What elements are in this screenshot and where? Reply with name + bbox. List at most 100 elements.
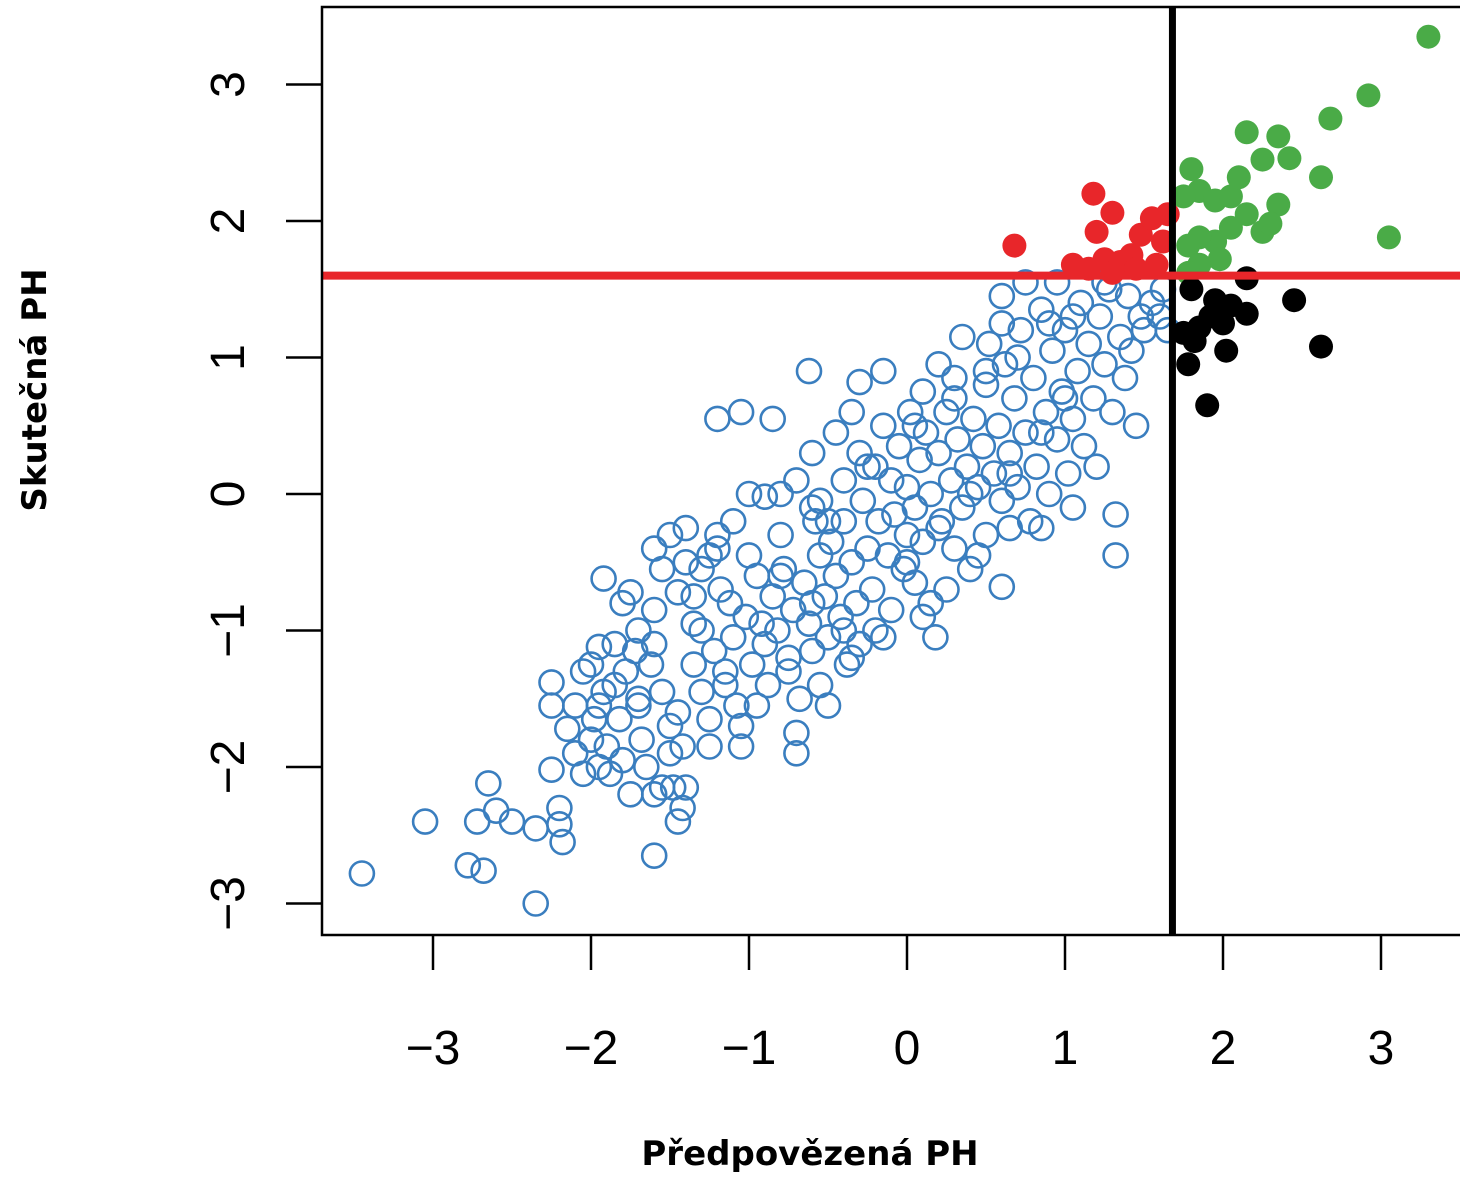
data-point-bulk xyxy=(846,368,873,396)
data-point-bulk xyxy=(802,507,829,535)
data-point-black xyxy=(1214,338,1239,363)
data-point-bulk xyxy=(972,371,1000,399)
data-point-bulk xyxy=(988,487,1016,515)
data-point-bulk xyxy=(944,426,971,453)
data-point-bulk xyxy=(669,733,696,760)
x-axis-title: Předpovězená PH xyxy=(641,1134,978,1174)
data-point-bulk xyxy=(1091,350,1118,378)
data-point-bulk xyxy=(593,733,621,760)
data-point-bulk xyxy=(869,412,897,440)
data-point-bulk xyxy=(672,774,700,801)
data-point-bulk xyxy=(798,589,826,617)
data-point-bulk xyxy=(843,589,870,617)
data-point-bulk xyxy=(1130,316,1158,344)
data-point-bulk xyxy=(953,453,981,481)
data-point-bulk xyxy=(743,562,771,590)
data-point-green xyxy=(1171,184,1196,209)
data-point-bulk xyxy=(838,548,866,576)
data-point-bulk xyxy=(1086,303,1114,330)
data-point-bulk xyxy=(858,576,886,603)
data-point-bulk xyxy=(656,739,684,767)
data-point-bulk xyxy=(719,623,747,651)
data-point-bulk xyxy=(1102,501,1129,528)
data-point-bulk xyxy=(822,419,850,446)
data-point-black xyxy=(1198,304,1223,329)
data-point-bulk xyxy=(732,603,760,631)
data-point-bulk xyxy=(1007,316,1035,344)
data-point-bulk xyxy=(830,617,858,644)
data-point-bulk xyxy=(704,405,731,433)
data-point-bulk xyxy=(980,460,1008,487)
data-point-bulk xyxy=(795,610,823,638)
data-point-bulk xyxy=(988,310,1016,337)
x-tick-label: −3 xyxy=(406,1022,461,1075)
data-point-bulk xyxy=(901,412,929,440)
data-point-bulk xyxy=(411,808,439,835)
data-point-green xyxy=(1318,106,1343,131)
data-point-bulk xyxy=(937,467,965,494)
data-point-bulk xyxy=(767,521,794,549)
data-point-bulk xyxy=(885,432,913,460)
data-point-bulk xyxy=(767,480,794,508)
y-tick-label: 0 xyxy=(202,481,255,508)
data-point-bulk xyxy=(1051,385,1079,412)
data-point-bulk xyxy=(925,514,952,542)
data-point-bulk xyxy=(1001,385,1028,412)
data-point-bulk xyxy=(754,671,782,699)
data-point-bulk xyxy=(1051,316,1079,344)
data-point-black xyxy=(1309,334,1333,359)
data-point-bulk xyxy=(648,555,676,583)
data-point-green xyxy=(1309,165,1333,190)
data-point-bulk xyxy=(822,562,850,590)
data-point-bulk xyxy=(672,548,700,576)
data-point-bulk xyxy=(806,671,834,699)
data-point-bulk xyxy=(640,842,668,870)
data-point-bulk xyxy=(549,828,576,856)
data-point-bulk xyxy=(991,350,1019,378)
data-point-bulk xyxy=(617,578,644,606)
data-point-bulk xyxy=(798,494,826,521)
data-point-bulk xyxy=(1075,330,1102,358)
data-point-bulk xyxy=(538,692,565,719)
data-point-bulk xyxy=(909,528,937,556)
data-point-bulk xyxy=(569,658,597,685)
data-point-bulk xyxy=(941,364,968,392)
data-point-bulk xyxy=(846,630,873,658)
data-point-bulk xyxy=(798,439,826,467)
y-axis-title: Skutečná PH xyxy=(15,268,55,511)
data-point-bulk xyxy=(1035,480,1063,508)
data-point-bulk xyxy=(696,542,723,569)
data-point-bulk xyxy=(1059,303,1087,330)
data-point-bulk xyxy=(1039,337,1066,365)
data-point-bulk xyxy=(696,705,723,733)
data-point-bulk xyxy=(948,494,976,521)
data-point-bulk xyxy=(1012,269,1039,296)
x-tick-label: 1 xyxy=(1052,1022,1079,1075)
data-point-bulk xyxy=(1054,460,1082,487)
data-point-bulk xyxy=(838,644,866,672)
data-point-bulk xyxy=(1028,514,1055,542)
data-point-bulk xyxy=(869,357,897,385)
data-point-bulk xyxy=(783,719,810,747)
data-point-bulk xyxy=(956,555,984,583)
data-point-bulk xyxy=(585,633,613,661)
data-point-bulk xyxy=(474,770,502,797)
data-point-bulk xyxy=(707,576,734,603)
data-point-bulk xyxy=(680,651,708,678)
data-point-bulk xyxy=(628,726,655,754)
data-point-bulk xyxy=(522,815,550,842)
data-point-bulk xyxy=(1080,385,1107,412)
data-point-bulk xyxy=(969,432,997,460)
data-point-green xyxy=(1179,157,1204,182)
data-point-bulk xyxy=(1122,412,1150,440)
data-point-green xyxy=(1416,24,1441,49)
data-point-bulk xyxy=(854,453,881,481)
data-point-bulk xyxy=(764,617,791,644)
data-point-bulk xyxy=(1083,453,1110,481)
data-point-green xyxy=(1218,184,1243,209)
data-point-bulk xyxy=(814,507,842,535)
data-point-bulk xyxy=(1028,296,1055,324)
data-point-bulk xyxy=(933,576,960,603)
data-point-black xyxy=(1182,329,1207,354)
